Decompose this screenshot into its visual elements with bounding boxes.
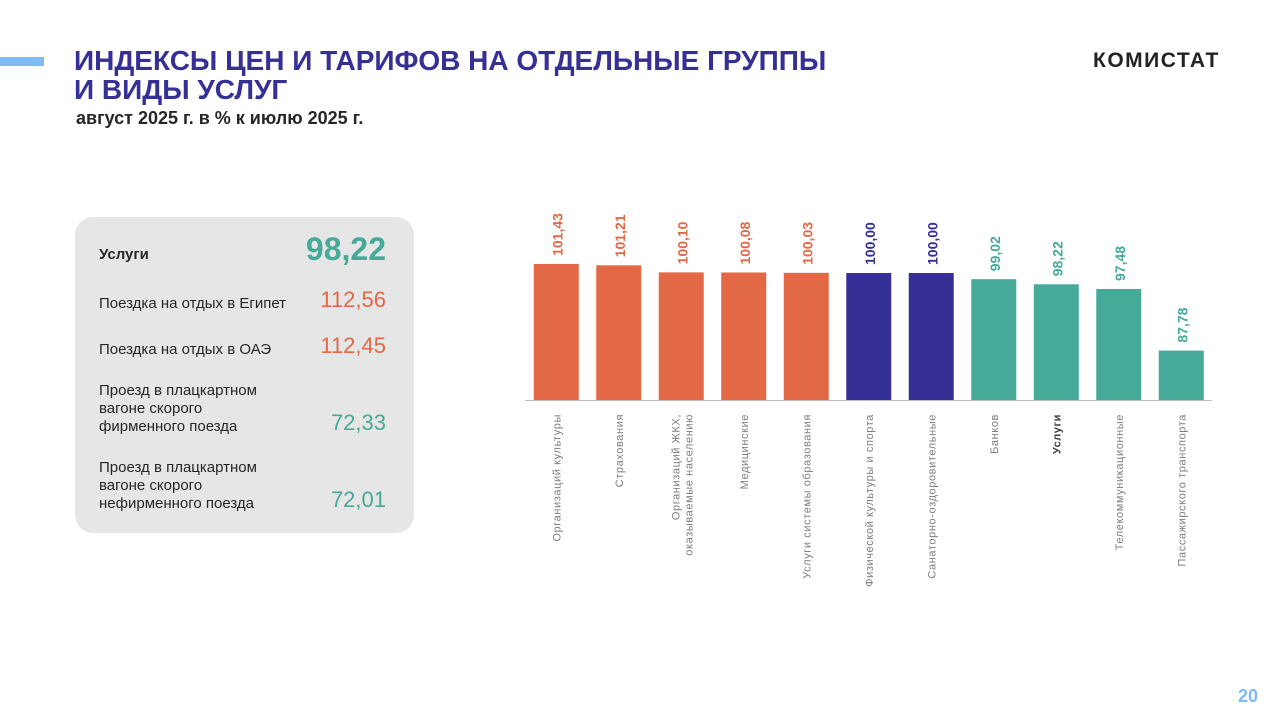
data-label: 100,10 xyxy=(674,221,690,264)
data-label: 100,03 xyxy=(799,222,815,265)
category-label: Услуги xyxy=(1051,414,1063,454)
page-number: 20 xyxy=(1237,686,1258,706)
data-label: 97,48 xyxy=(1112,246,1128,281)
bar xyxy=(846,273,892,400)
bar xyxy=(1158,350,1204,400)
panel-row: Проезд в плацкартном вагоне скорого нефи… xyxy=(99,459,386,513)
category-label: Медицинские xyxy=(739,414,751,489)
category-label: Страхования xyxy=(614,414,626,487)
bar xyxy=(971,279,1017,400)
data-label: 101,43 xyxy=(549,213,565,256)
logo: КОМИСТАТ xyxy=(1093,49,1220,72)
panel-main-row: Услуги 98,22 xyxy=(99,231,386,268)
bar xyxy=(1033,284,1079,400)
panel-main-value: 98,22 xyxy=(305,231,386,267)
category-label: Организаций ЖКХ, xyxy=(670,414,682,520)
bar xyxy=(596,265,642,400)
page-title: ИНДЕКСЫ ЦЕН И ТАРИФОВ НА ОТДЕЛЬНЫЕ ГРУПП… xyxy=(74,46,894,104)
panel-row: Проезд в плацкартном вагоне скорого фирм… xyxy=(99,382,386,436)
summary-panel: Услуги 98,22 Поездка на отдых в Египет 1… xyxy=(75,217,414,533)
category-label: Пассажирского транспорта xyxy=(1176,414,1188,567)
panel-row-value: 112,45 xyxy=(320,333,386,358)
panel-row-value: 112,56 xyxy=(320,287,386,312)
panel-row-label: Проезд в плацкартном вагоне скорого нефи… xyxy=(99,459,257,512)
bar xyxy=(783,272,829,400)
title-line-2: И ВИДЫ УСЛУГ xyxy=(74,74,288,105)
panel-main-label: Услуги xyxy=(99,246,149,263)
panel-row: Поездка на отдых в Египет 112,56 xyxy=(99,287,386,313)
panel-row: Поездка на отдых в ОАЭ 112,45 xyxy=(99,333,386,359)
page-subtitle: август 2025 г. в % к июлю 2025 г. xyxy=(76,108,364,128)
panel-row-label: Поездка на отдых в Египет xyxy=(99,295,287,312)
category-label: Организаций культуры xyxy=(551,414,563,542)
category-label: Телекоммуникационные xyxy=(1114,414,1126,550)
data-label: 100,08 xyxy=(737,221,753,264)
title-line-1: ИНДЕКСЫ ЦЕН И ТАРИФОВ НА ОТДЕЛЬНЫЕ ГРУПП… xyxy=(74,45,827,76)
panel-row-label: Проезд в плацкартном вагоне скорого фирм… xyxy=(99,382,257,435)
bar xyxy=(658,272,704,400)
panel-row-value: 72,33 xyxy=(330,410,386,435)
accent-bar xyxy=(0,57,44,66)
data-label: 101,21 xyxy=(612,214,628,257)
category-label: оказываемые населению xyxy=(683,414,695,556)
category-label: Санаторно-оздоровительные xyxy=(926,414,938,579)
bar xyxy=(908,273,954,400)
panel-row-label: Поездка на отдых в ОАЭ xyxy=(99,341,272,358)
bar xyxy=(533,263,579,400)
data-label: 100,00 xyxy=(924,222,940,265)
data-label: 100,00 xyxy=(862,222,878,265)
bar xyxy=(1096,289,1142,400)
category-label: Банков xyxy=(989,414,1001,454)
data-label: 98,22 xyxy=(1049,241,1065,276)
bar xyxy=(721,272,767,400)
category-label: Услуги системы образования xyxy=(801,414,813,579)
data-label: 87,78 xyxy=(1174,307,1190,342)
data-label: 99,02 xyxy=(987,236,1003,271)
panel-row-value: 72,01 xyxy=(330,487,386,512)
category-label: Физической культуры и спорта xyxy=(864,414,876,587)
